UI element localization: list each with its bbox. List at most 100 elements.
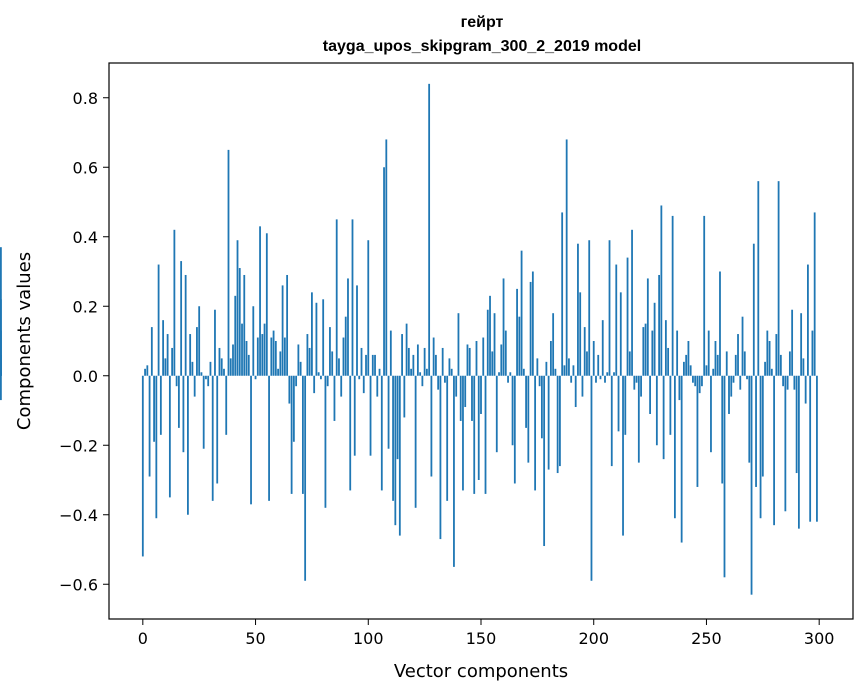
bar: [743, 351, 746, 376]
bar: [229, 358, 232, 376]
bar: [376, 375, 379, 397]
bar: [265, 233, 268, 376]
bar: [0, 299, 2, 376]
bar: [405, 323, 408, 376]
bar: [777, 181, 780, 376]
bar: [157, 264, 160, 376]
y-tick-label: 0.2: [73, 297, 98, 316]
bar: [757, 181, 760, 376]
bar: [450, 368, 453, 376]
bar: [581, 375, 584, 397]
x-tick-label: 0: [138, 629, 148, 648]
bar: [597, 354, 600, 376]
bar: [155, 375, 158, 519]
bar: [635, 375, 638, 383]
bar: [448, 358, 451, 376]
bar: [387, 375, 390, 449]
bar: [658, 274, 661, 376]
bar: [333, 375, 336, 421]
bar: [732, 375, 735, 383]
bar: [642, 327, 645, 376]
bar: [189, 334, 192, 376]
bar: [766, 330, 769, 376]
bar: [640, 375, 642, 397]
y-tick-label: −0.2: [59, 436, 98, 455]
bar: [604, 375, 606, 383]
bar: [633, 375, 636, 390]
bar: [191, 361, 194, 376]
y-tick-label: 0.6: [73, 158, 98, 177]
bar: [459, 375, 462, 421]
bar: [775, 334, 778, 376]
bar: [216, 375, 219, 484]
bar: [234, 295, 237, 376]
x-tick-label: 250: [691, 629, 722, 648]
x-tick-label: 100: [353, 629, 384, 648]
bar: [549, 341, 552, 376]
bar: [349, 375, 352, 491]
bar: [565, 139, 568, 376]
bar: [804, 375, 807, 404]
bar: [685, 354, 688, 376]
bar: [455, 375, 458, 397]
bar: [547, 375, 550, 470]
bar: [770, 368, 773, 376]
bar: [385, 139, 388, 376]
x-tick-label: 50: [245, 629, 265, 648]
bar: [701, 375, 703, 387]
bar: [513, 375, 516, 484]
bar: [261, 334, 264, 376]
bar: [649, 375, 651, 414]
bar: [525, 375, 527, 428]
bar: [414, 375, 417, 508]
bar: [764, 361, 766, 376]
bar: [746, 375, 748, 380]
bar: [401, 334, 403, 376]
bar: [270, 337, 273, 376]
bar: [522, 368, 525, 376]
bar: [809, 375, 812, 522]
bar: [788, 351, 791, 376]
bar: [689, 365, 692, 376]
bar: [306, 334, 309, 376]
bar: [437, 375, 440, 390]
bar: [655, 375, 658, 446]
bar: [563, 365, 566, 376]
bar: [793, 375, 796, 390]
bar: [608, 240, 611, 376]
bar: [583, 327, 586, 376]
bar: [301, 375, 304, 494]
x-tick-label: 300: [804, 629, 835, 648]
bar: [527, 375, 530, 463]
bar: [247, 354, 250, 376]
bar: [432, 337, 435, 376]
bar: [308, 347, 311, 376]
bar: [480, 375, 482, 414]
bar: [360, 347, 363, 376]
bar: [396, 375, 399, 460]
bar: [696, 375, 699, 487]
bar: [331, 351, 334, 376]
bar: [398, 375, 401, 536]
bar: [378, 368, 381, 376]
bar: [676, 330, 679, 376]
plot-frame: [108, 62, 854, 620]
bar: [498, 372, 500, 376]
bar: [529, 281, 532, 376]
y-axis-label: Components values: [14, 252, 35, 430]
bar: [202, 375, 205, 449]
bar: [680, 375, 683, 543]
y-tick-label: 0.8: [73, 89, 98, 108]
bar: [407, 347, 410, 376]
bar: [326, 375, 329, 387]
bar: [338, 358, 340, 376]
bar: [214, 309, 216, 376]
bar: [198, 306, 201, 376]
bar: [646, 278, 649, 376]
bar: [335, 219, 338, 376]
bar: [800, 313, 803, 376]
bar: [554, 368, 557, 376]
bar: [784, 375, 787, 512]
bar: [200, 372, 203, 376]
bar: [371, 354, 374, 376]
